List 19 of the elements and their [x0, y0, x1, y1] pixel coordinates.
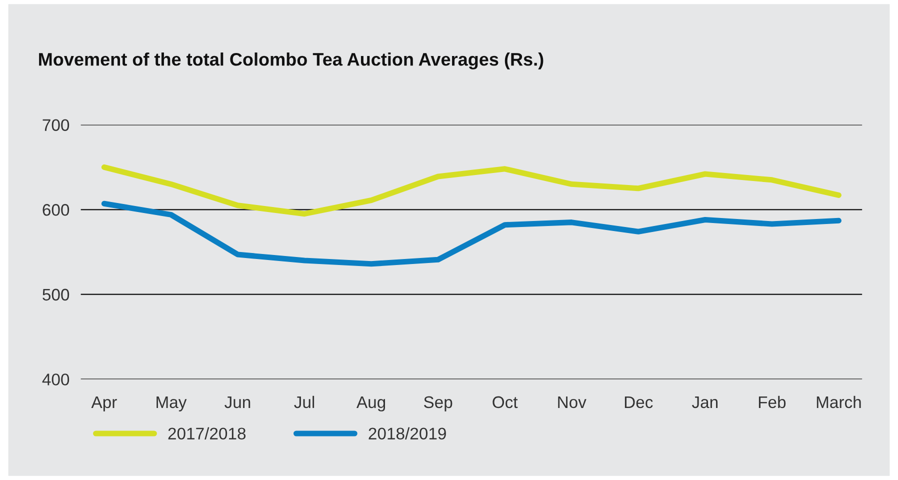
- x-tick-label: Aug: [356, 396, 386, 412]
- y-tick-label: 600: [42, 204, 70, 216]
- x-tick-label: Feb: [758, 396, 786, 408]
- y-tick-label: 700: [42, 119, 70, 132]
- x-tick-label: Oct: [492, 396, 518, 408]
- x-tick-label: Nov: [558, 396, 586, 408]
- x-tick-label: Apr: [91, 396, 117, 412]
- y-tick-label: 400: [42, 374, 70, 386]
- x-tick-label: Jun: [224, 396, 250, 408]
- x-tick-label: Jul: [294, 396, 314, 408]
- x-tick-label: Jan: [692, 396, 718, 408]
- legend-label: 2017/2018: [168, 427, 246, 440]
- x-tick-label: Sep: [424, 396, 452, 412]
- x-tick-label: May: [156, 396, 187, 412]
- chart-title: Movement of the total Colombo Tea Auction Averages (Rs.): [39, 52, 544, 70]
- x-tick-label: Dec: [624, 396, 653, 408]
- x-tick-label: March: [816, 396, 861, 408]
- y-tick-label: 500: [42, 288, 70, 301]
- legend-label: 2018/2019: [368, 427, 446, 440]
